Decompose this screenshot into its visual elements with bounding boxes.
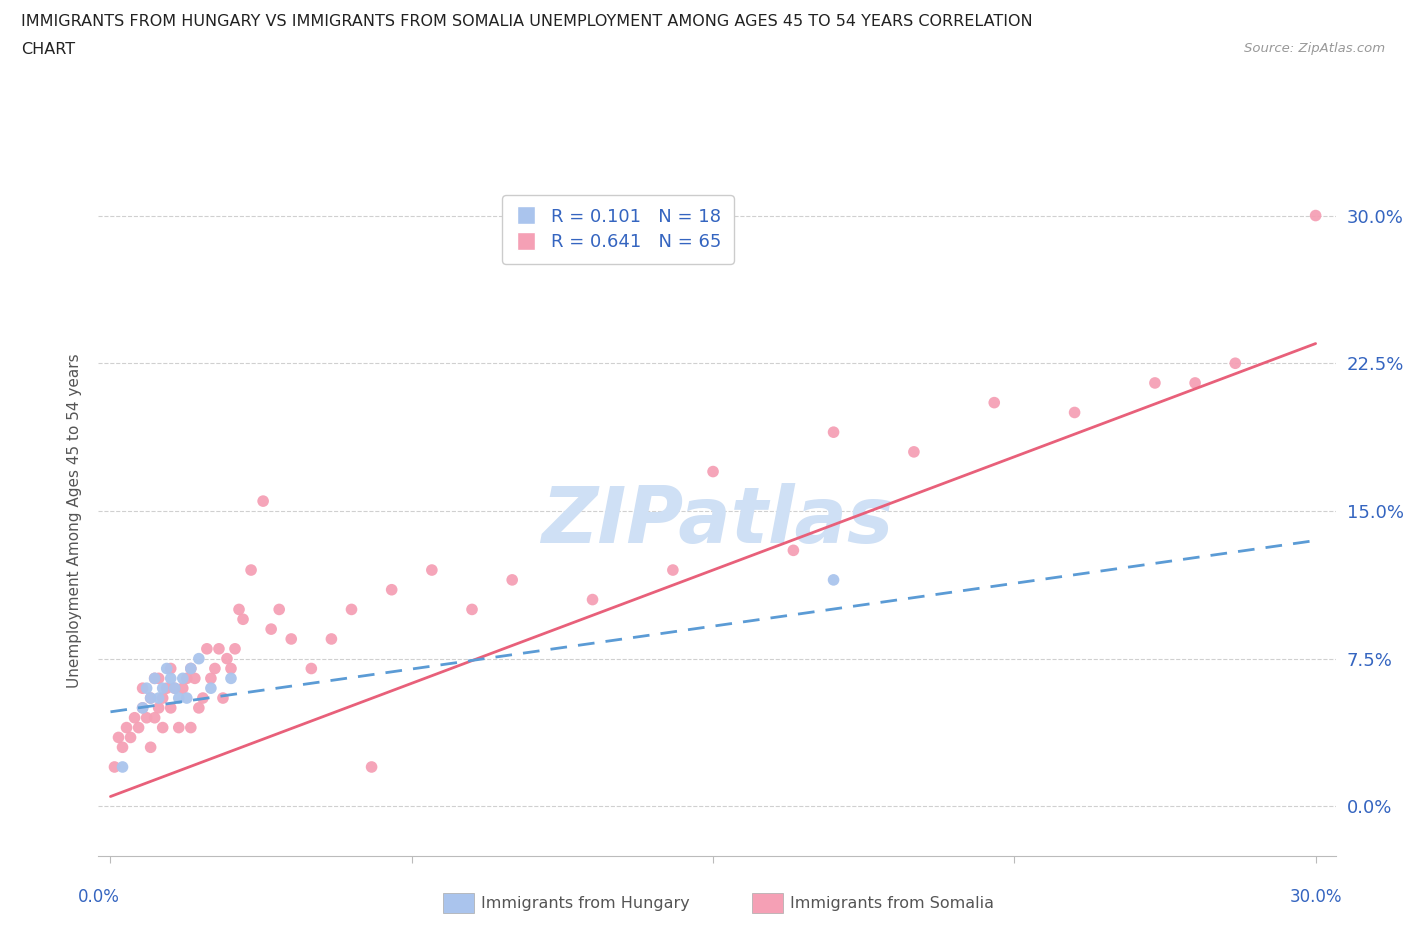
Point [148, 700, 170, 715]
Point [420, 563, 443, 578]
Point [232, 612, 254, 627]
Point [135, 681, 157, 696]
Point [200, 671, 222, 685]
Point [903, 445, 925, 459]
Text: CHART: CHART [21, 42, 75, 57]
Text: ZIPatlas: ZIPatlas [541, 483, 893, 559]
Point [156, 681, 179, 696]
Text: Source: ZipAtlas.com: Source: ZipAtlas.com [1244, 42, 1385, 55]
Point [212, 691, 235, 706]
Point [208, 642, 231, 657]
Point [135, 711, 157, 725]
Point [131, 700, 153, 715]
Point [103, 760, 125, 775]
Legend: R = 0.101   N = 18, R = 0.641   N = 65: R = 0.101 N = 18, R = 0.641 N = 65 [502, 195, 734, 263]
Point [299, 661, 322, 676]
Point [172, 671, 194, 685]
Point [180, 661, 202, 676]
Point [172, 681, 194, 696]
Point [187, 651, 209, 666]
Point [228, 602, 250, 617]
Point [252, 494, 274, 509]
Point [782, 543, 804, 558]
Point [131, 700, 153, 715]
Point [159, 700, 181, 715]
Text: 0.0%: 0.0% [77, 888, 120, 906]
Point [1184, 376, 1206, 391]
Point [128, 720, 150, 735]
Point [219, 671, 242, 685]
Point [180, 720, 202, 735]
Text: 30.0%: 30.0% [1289, 888, 1341, 906]
Point [152, 720, 174, 735]
Point [167, 691, 190, 706]
Point [360, 760, 382, 775]
Y-axis label: Unemployment Among Ages 45 to 54 years: Unemployment Among Ages 45 to 54 years [67, 353, 83, 688]
Text: Immigrants from Hungary: Immigrants from Hungary [481, 896, 689, 910]
Point [381, 582, 404, 597]
Point [581, 592, 603, 607]
Point [163, 681, 186, 696]
Point [148, 691, 170, 706]
Point [180, 661, 202, 676]
Point [823, 573, 845, 588]
Point [204, 661, 226, 676]
Point [187, 700, 209, 715]
Point [139, 740, 162, 755]
Point [200, 681, 222, 696]
Point [139, 691, 162, 706]
Point [111, 760, 134, 775]
Point [1143, 376, 1166, 391]
Point [195, 642, 218, 657]
Point [163, 681, 186, 696]
Point [240, 563, 263, 578]
Text: Immigrants from Somalia: Immigrants from Somalia [790, 896, 994, 910]
Point [115, 720, 138, 735]
Point [167, 720, 190, 735]
Point [111, 740, 134, 755]
Point [280, 631, 302, 646]
Point [224, 642, 246, 657]
Point [219, 661, 242, 676]
Point [184, 671, 207, 685]
Point [139, 691, 162, 706]
Point [159, 661, 181, 676]
Text: IMMIGRANTS FROM HUNGARY VS IMMIGRANTS FROM SOMALIA UNEMPLOYMENT AMONG AGES 45 TO: IMMIGRANTS FROM HUNGARY VS IMMIGRANTS FR… [21, 14, 1033, 29]
Point [702, 464, 724, 479]
Point [148, 671, 170, 685]
Point [321, 631, 343, 646]
Point [269, 602, 291, 617]
Point [1225, 356, 1247, 371]
Point [983, 395, 1005, 410]
Point [1305, 208, 1327, 223]
Point [823, 425, 845, 440]
Point [143, 711, 166, 725]
Point [131, 681, 153, 696]
Point [152, 691, 174, 706]
Point [143, 671, 166, 685]
Point [1063, 405, 1085, 420]
Point [340, 602, 363, 617]
Point [662, 563, 685, 578]
Point [215, 651, 238, 666]
Point [159, 671, 181, 685]
Point [260, 621, 283, 636]
Point [143, 671, 166, 685]
Point [152, 681, 174, 696]
Point [461, 602, 484, 617]
Point [176, 671, 198, 685]
Point [124, 711, 146, 725]
Point [501, 573, 523, 588]
Point [191, 691, 214, 706]
Point [176, 691, 198, 706]
Point [156, 661, 179, 676]
Point [107, 730, 129, 745]
Point [120, 730, 142, 745]
